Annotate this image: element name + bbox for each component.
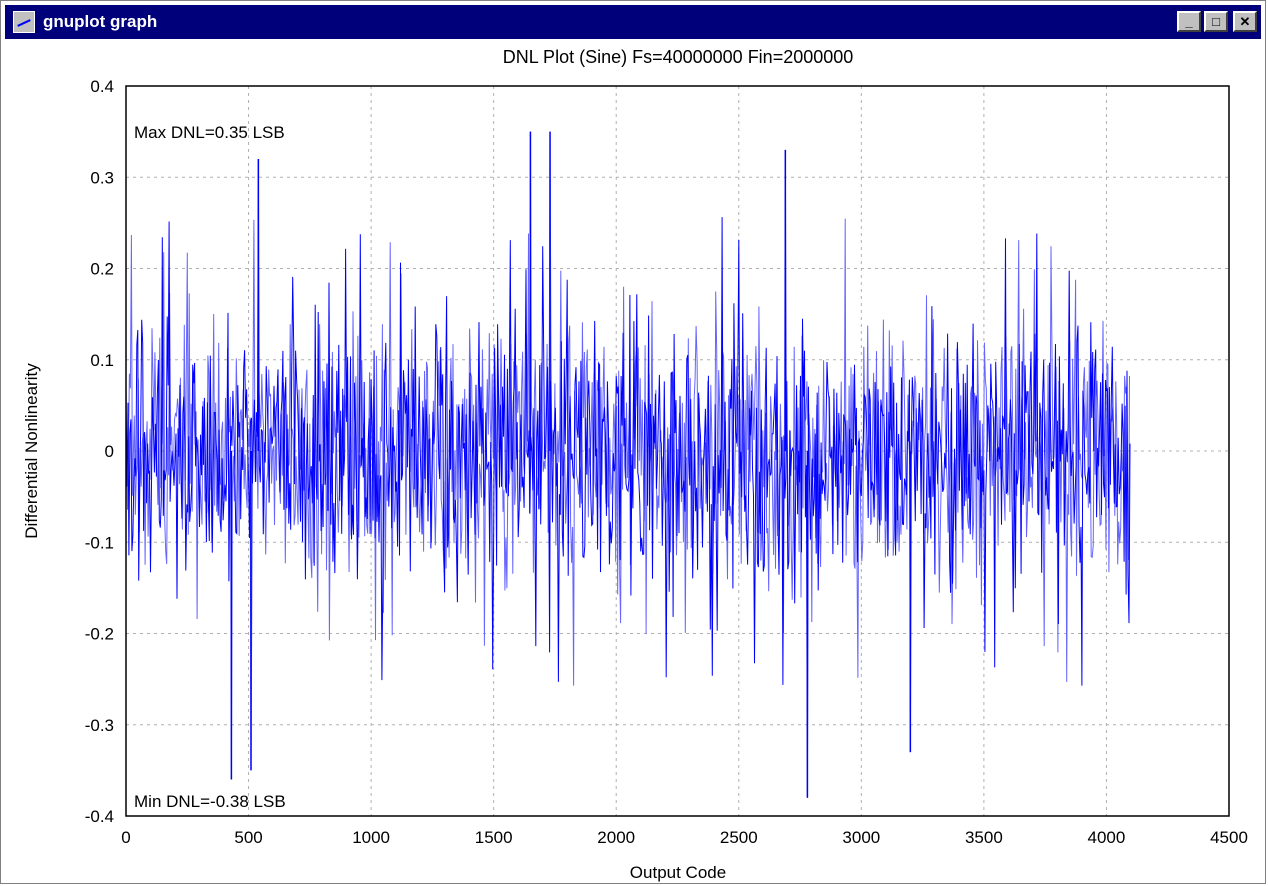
dnl-series-line-light — [126, 131, 1130, 780]
annotation-min-dnl: Min DNL=-0.38 LSB — [134, 792, 286, 811]
y-tick-label: -0.3 — [85, 716, 114, 735]
x-tick-label: 500 — [234, 828, 262, 847]
y-axis-label: Differential Nonlinearity — [22, 363, 41, 539]
y-tick-label: 0.3 — [90, 168, 114, 187]
window-title: gnuplot graph — [43, 12, 158, 31]
y-tick-labels: 0.4 0.3 0.2 0.1 0 -0.1 -0.2 -0.3 -0.4 — [85, 77, 114, 826]
x-tick-label: 1500 — [475, 828, 513, 847]
x-tick-label: 2500 — [720, 828, 758, 847]
x-tick-label: 4500 — [1210, 828, 1248, 847]
annotation-max-dnl: Max DNL=0.35 LSB — [134, 123, 285, 142]
y-tick-label: 0.2 — [90, 260, 114, 279]
x-tick-label: 2000 — [597, 828, 635, 847]
y-tick-label: 0.1 — [90, 351, 114, 370]
minimize-button[interactable]: _ — [1177, 11, 1201, 32]
x-tick-label: 4000 — [1088, 828, 1126, 847]
x-tick-labels: 0 500 1000 1500 2000 2500 3000 3500 4000 4500 — [121, 828, 1248, 847]
plot-frame — [125, 85, 1230, 817]
dnl-chart: DNL Plot (Sine) Fs=40000000 Fin=2000000 … — [22, 47, 1248, 882]
title-bar[interactable]: gnuplot graph _ □ ✕ — [5, 5, 1261, 39]
close-button[interactable]: ✕ — [1233, 11, 1257, 32]
x-tick-label: 3500 — [965, 828, 1003, 847]
y-tick-label: -0.4 — [85, 807, 114, 826]
x-tick-label: 1000 — [352, 828, 390, 847]
dnl-series-line — [125, 158, 1131, 798]
x-axis-label: Output Code — [630, 863, 726, 882]
x-tick-label: 3000 — [842, 828, 880, 847]
series-group — [125, 131, 1131, 798]
y-tick-label: -0.1 — [85, 533, 114, 552]
gnuplot-app-icon[interactable] — [13, 11, 35, 33]
maximize-button[interactable]: □ — [1204, 11, 1228, 32]
x-tick-label: 0 — [121, 828, 130, 847]
chart-title: DNL Plot (Sine) Fs=40000000 Fin=2000000 — [503, 47, 854, 67]
y-tick-label: 0.4 — [90, 77, 114, 96]
y-tick-label: -0.2 — [85, 625, 114, 644]
y-tick-label: 0 — [105, 442, 114, 461]
